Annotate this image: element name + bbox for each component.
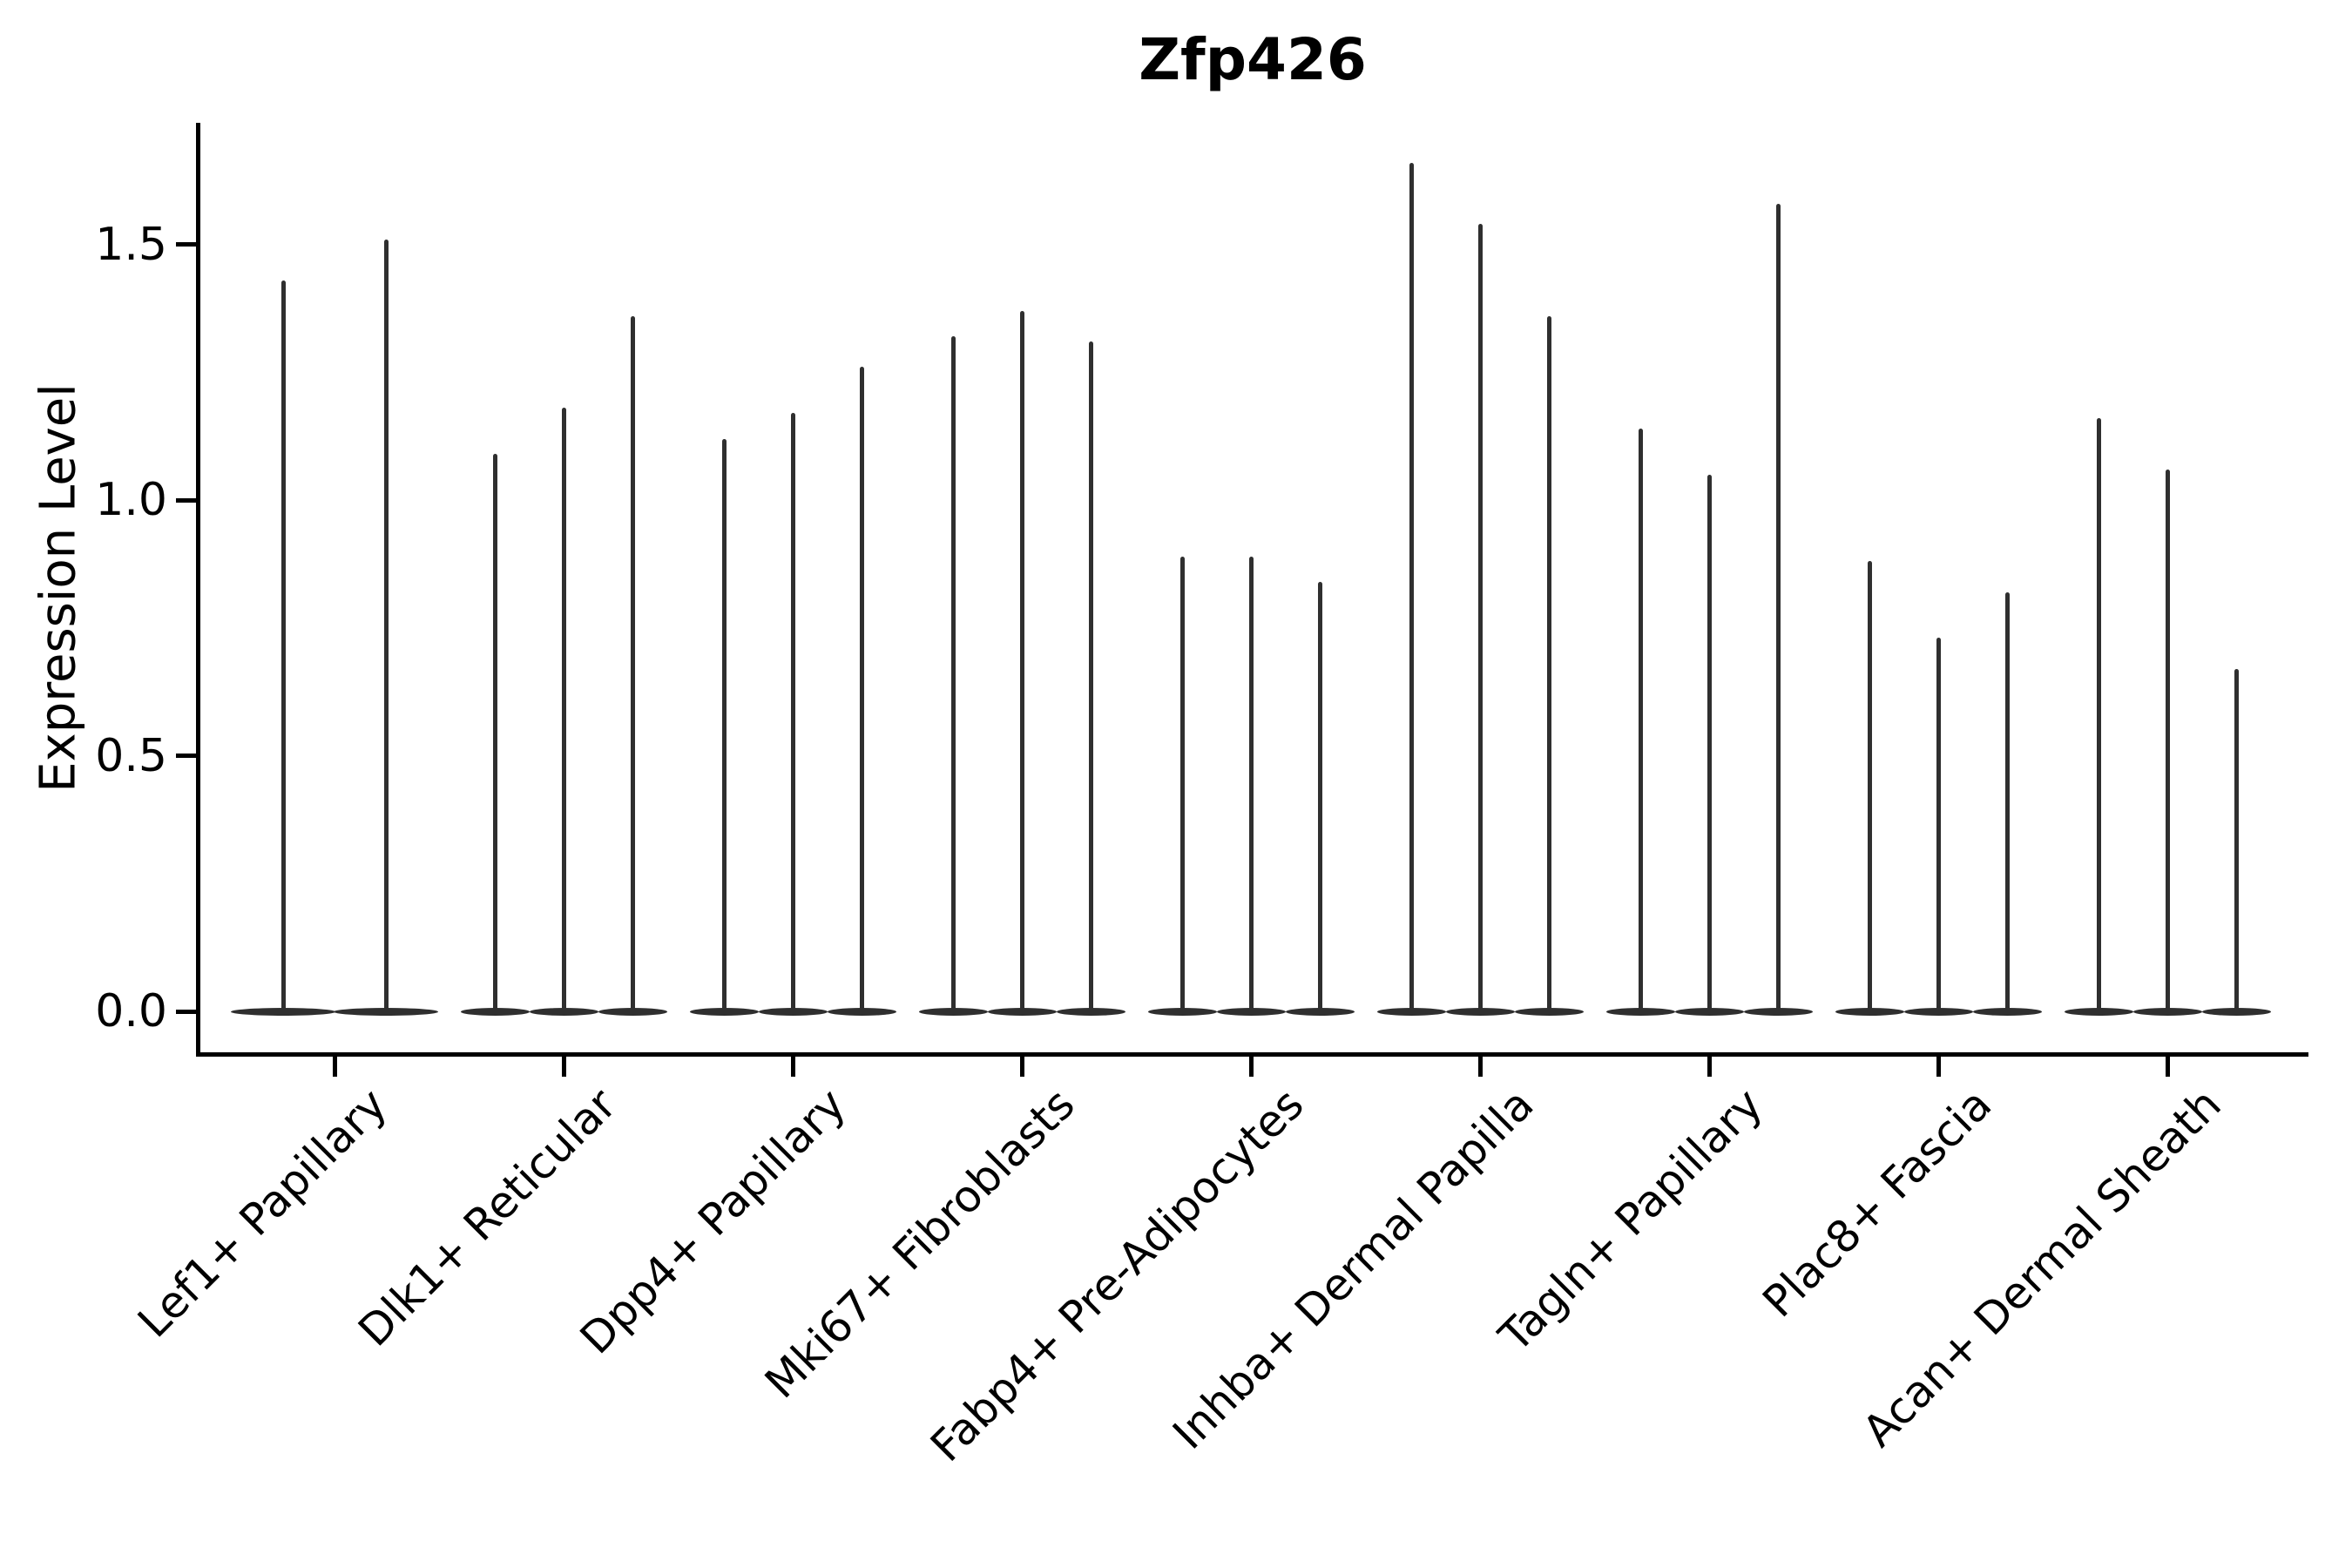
- violin-spike: [383, 239, 389, 1011]
- x-axis-spine: [196, 1052, 2308, 1057]
- violin-spike: [1707, 474, 1713, 1011]
- x-tick-label: Lef1+ Papillary: [128, 1078, 397, 1348]
- violin-body: [827, 1007, 896, 1016]
- violin-spike: [1179, 556, 1185, 1011]
- x-tick-mark: [1019, 1057, 1024, 1077]
- violin-body: [334, 1007, 438, 1016]
- violin-body: [1744, 1007, 1814, 1016]
- x-tick-label: Fabp4+ Pre-Adipocytes: [921, 1078, 1315, 1472]
- violin-spike: [1936, 638, 1942, 1011]
- y-tick-mark: [176, 754, 196, 758]
- violin-spike: [2234, 668, 2240, 1011]
- violin-body: [1147, 1007, 1217, 1016]
- x-tick-mark: [790, 1057, 795, 1077]
- violin-spike: [561, 408, 566, 1011]
- violin-body: [987, 1007, 1057, 1016]
- violin-spike: [859, 367, 864, 1011]
- violin-body: [2202, 1007, 2272, 1016]
- violin-spike: [1639, 428, 1644, 1011]
- x-tick-mark: [1936, 1057, 1942, 1077]
- violin-spike: [790, 413, 795, 1011]
- violin-spike: [2166, 469, 2171, 1011]
- y-tick-mark: [176, 497, 196, 503]
- violin-body: [1515, 1007, 1584, 1016]
- violin-body: [1675, 1007, 1745, 1016]
- violin-spike: [1088, 341, 1093, 1011]
- x-tick-mark: [561, 1057, 566, 1077]
- x-tick-mark: [1248, 1057, 1254, 1077]
- y-tick-mark: [176, 1009, 196, 1014]
- violin-spike: [1547, 315, 1551, 1011]
- violin-body: [1835, 1007, 1905, 1016]
- violin-body: [529, 1007, 598, 1016]
- x-tick-mark: [1478, 1057, 1483, 1077]
- y-tick-label: 1.0: [95, 474, 167, 526]
- violin-spike: [1248, 556, 1254, 1011]
- violin-spike: [1409, 162, 1414, 1011]
- violin-spike: [721, 438, 727, 1011]
- violin-spike: [1019, 310, 1024, 1011]
- y-axis-label: Expression Level: [30, 383, 87, 793]
- violin-body: [918, 1007, 988, 1016]
- violin-spike: [280, 280, 286, 1011]
- violin-body: [231, 1007, 335, 1016]
- violin-spike: [1776, 203, 1781, 1011]
- violin-body: [2065, 1007, 2134, 1016]
- y-tick-label: 0.0: [95, 985, 167, 1037]
- chart-title: Zfp426: [1139, 26, 1367, 93]
- x-tick-mark: [1707, 1057, 1713, 1077]
- violin-spike: [950, 336, 956, 1011]
- x-tick-mark: [332, 1057, 337, 1077]
- violin-spike: [1317, 581, 1322, 1011]
- violin-body: [460, 1007, 530, 1016]
- violin-body: [1446, 1007, 1515, 1016]
- violin-spike: [492, 454, 497, 1011]
- y-tick-mark: [176, 242, 196, 247]
- x-tick-mark: [2166, 1057, 2171, 1077]
- violin-spike: [1868, 561, 1873, 1011]
- y-tick-label: 0.5: [95, 729, 167, 782]
- violin-body: [1377, 1007, 1446, 1016]
- x-tick-label: Plac8+ Fascia: [1753, 1078, 2002, 1328]
- violin-spike: [2005, 591, 2011, 1011]
- y-tick-label: 1.5: [95, 218, 167, 271]
- violin-spike: [2097, 418, 2102, 1011]
- violin-spike: [1478, 224, 1483, 1011]
- violin-body: [1285, 1007, 1355, 1016]
- violin-body: [1056, 1007, 1125, 1016]
- violin-body: [1973, 1007, 2043, 1016]
- violin-body: [758, 1007, 828, 1016]
- violin-body: [598, 1007, 667, 1016]
- violin-body: [1606, 1007, 1676, 1016]
- violin-body: [689, 1007, 759, 1016]
- violin-body: [1216, 1007, 1286, 1016]
- violin-spike: [630, 315, 635, 1011]
- violin-body: [2133, 1007, 2203, 1016]
- y-axis-spine: [196, 123, 200, 1057]
- violin-body: [1904, 1007, 1974, 1016]
